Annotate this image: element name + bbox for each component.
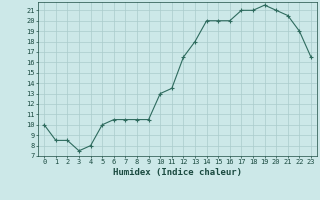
X-axis label: Humidex (Indice chaleur): Humidex (Indice chaleur) bbox=[113, 168, 242, 177]
